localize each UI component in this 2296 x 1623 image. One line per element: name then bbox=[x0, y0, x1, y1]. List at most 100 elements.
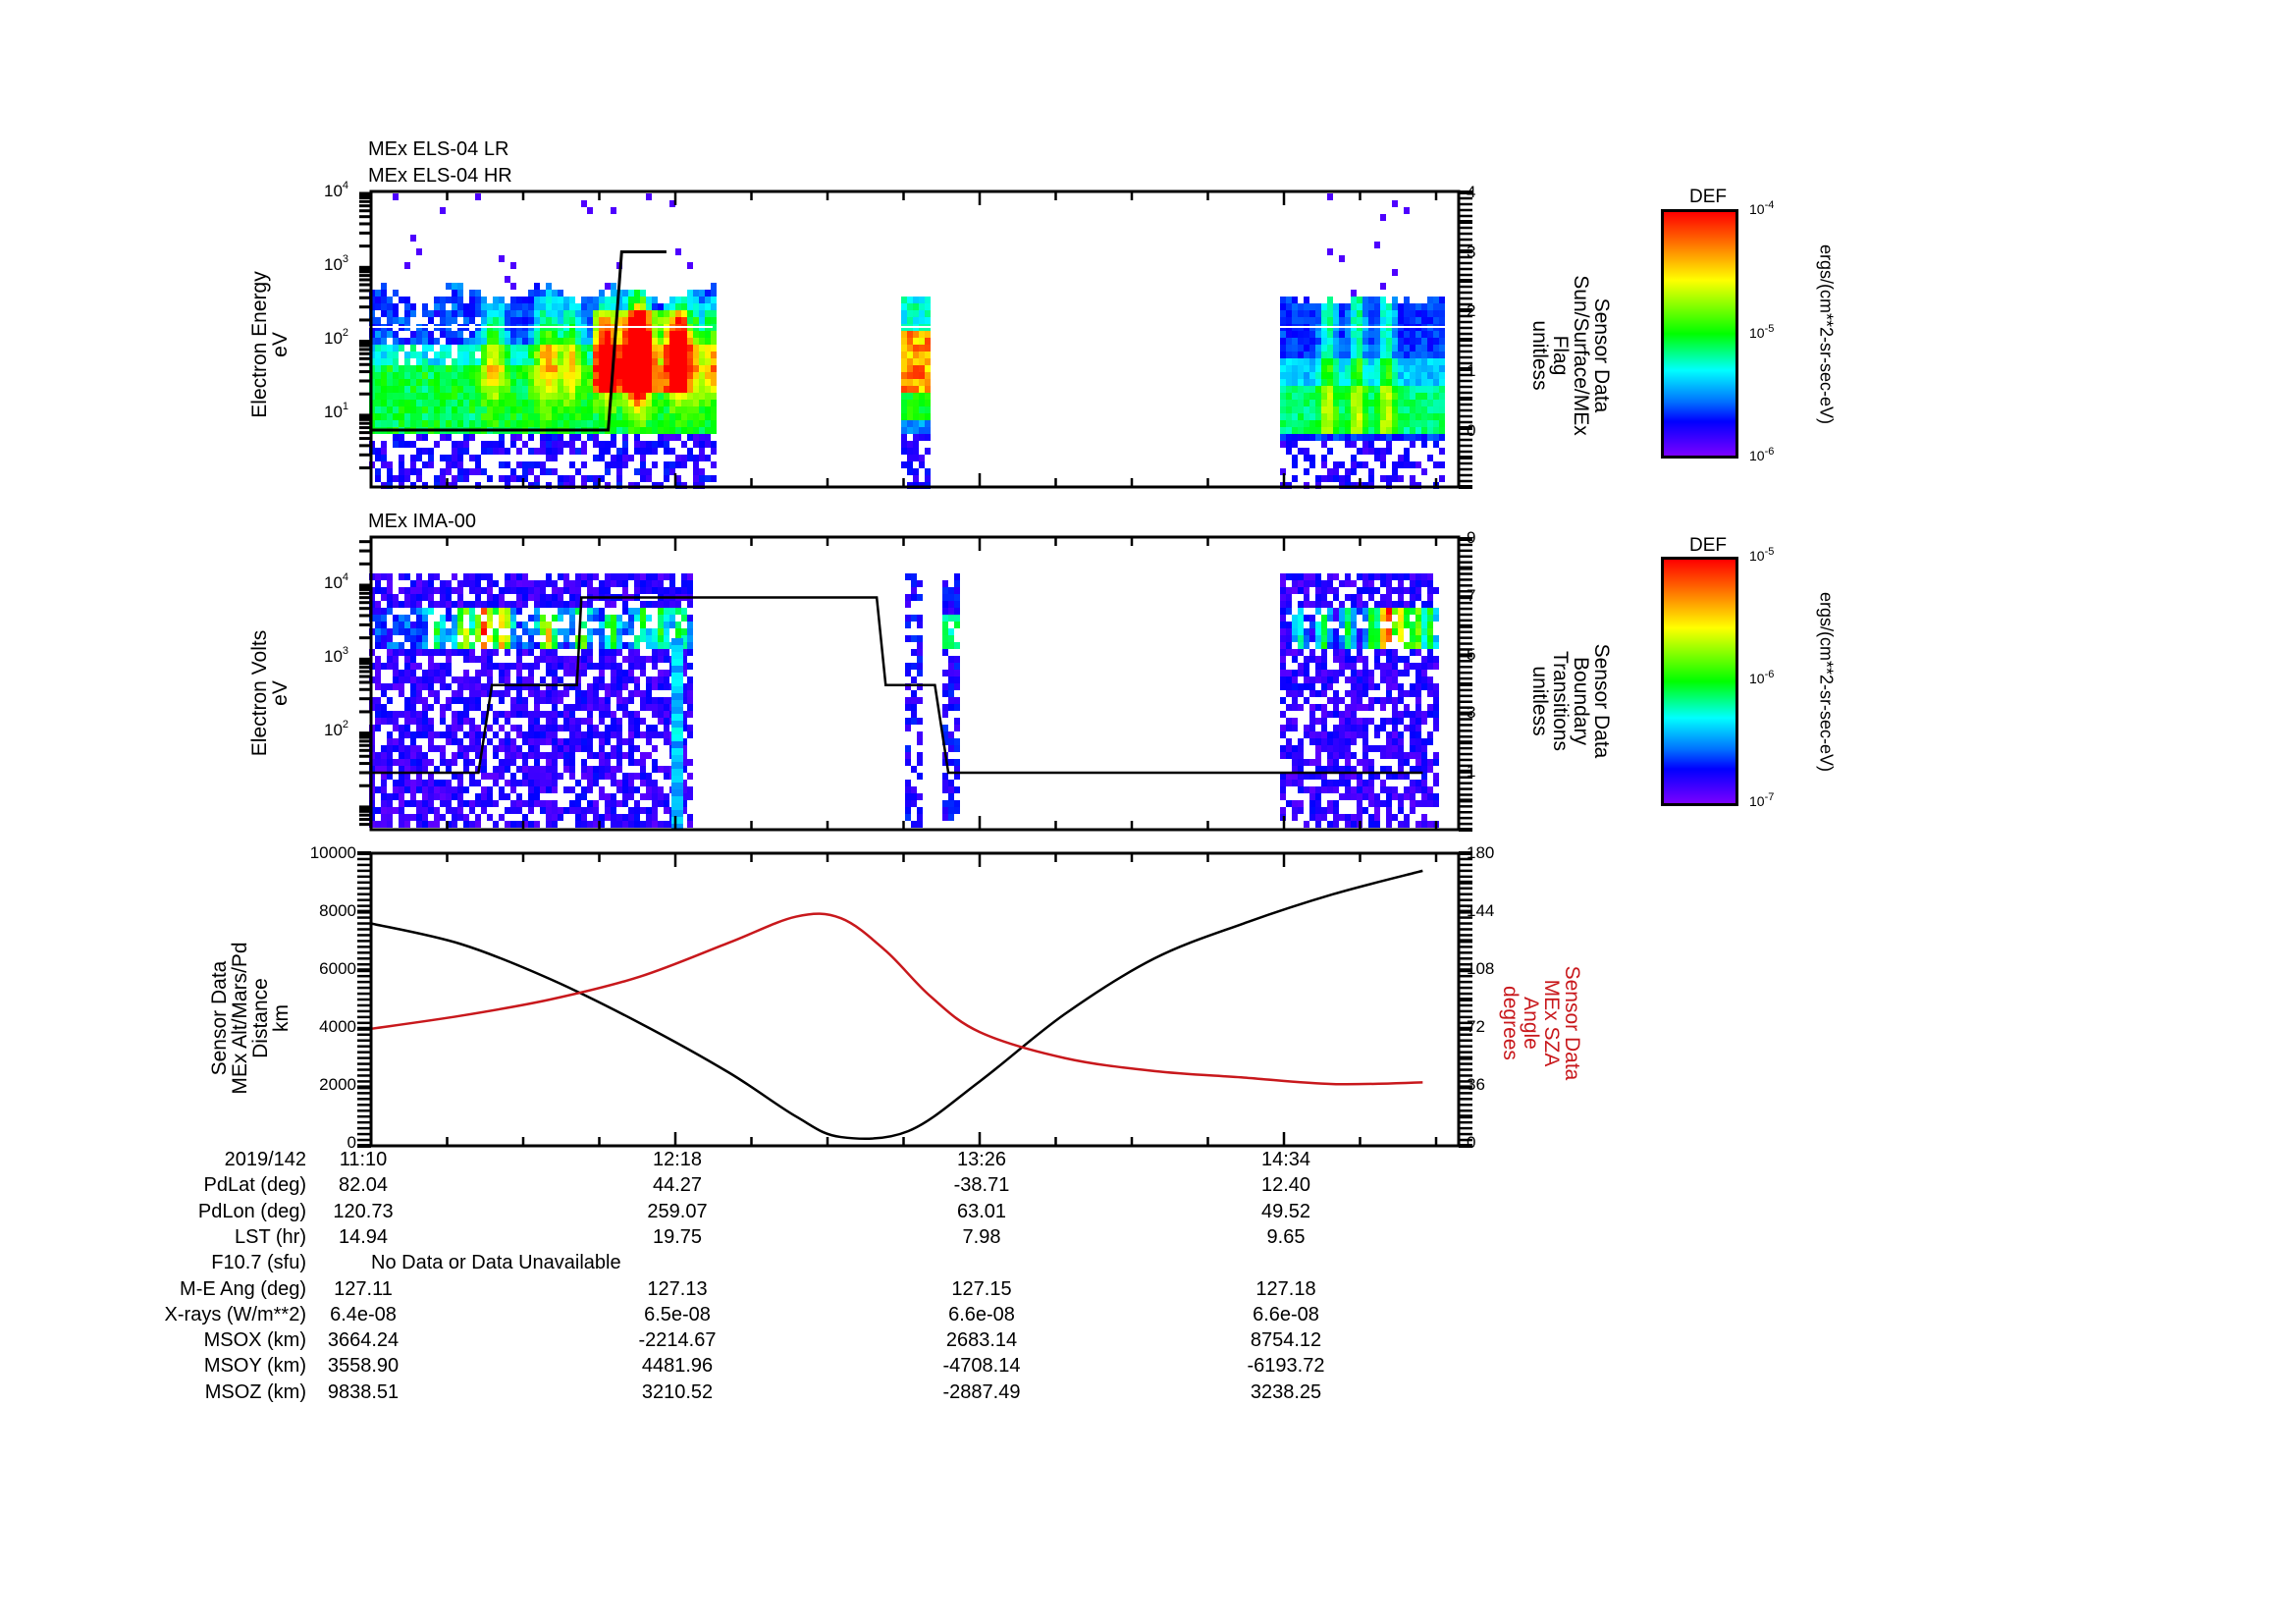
panel3-rlabel-line3: Angle bbox=[1520, 997, 1542, 1050]
colorbar1 bbox=[1661, 209, 1738, 459]
colorbar2-tick-top: 10-5 bbox=[1749, 546, 1775, 564]
table-row-span: No Data or Data Unavailable bbox=[371, 1252, 621, 1274]
table-cell: 6.5e-08 bbox=[644, 1303, 711, 1325]
colorbar1-tick-mid: 10-5 bbox=[1749, 323, 1775, 341]
panel2-right-label: Sensor Data Boundary Transitions unitles… bbox=[1528, 573, 1613, 829]
table-time-1: 12:18 bbox=[652, 1149, 703, 1170]
panel1-ytick-1e3: 103 bbox=[324, 253, 349, 274]
table-cell: 63.01 bbox=[956, 1200, 1007, 1222]
panel3-rtick-180: 180 bbox=[1467, 843, 1495, 862]
table-cell: 9.65 bbox=[1266, 1225, 1306, 1248]
panel1-rlabel-line4: unitless bbox=[1528, 320, 1551, 391]
panel1-ytick-1e1: 101 bbox=[324, 401, 349, 421]
panel1-rtick-2: 2 bbox=[1467, 301, 1476, 320]
panel2-rtick-1: 1 bbox=[1467, 762, 1476, 781]
table-cell: 3210.52 bbox=[641, 1380, 714, 1403]
panel3-ytick-10000: 10000 bbox=[309, 843, 356, 862]
table-cell: 6.6e-08 bbox=[1253, 1303, 1319, 1325]
table-row-label: MSOX (km) bbox=[203, 1329, 306, 1352]
panel2-rtick-9: 9 bbox=[1467, 528, 1476, 547]
colorbar1-tick-bottom: 10-6 bbox=[1749, 446, 1775, 463]
panel3-right-label: Sensor Data MEx SZA Angle degrees bbox=[1499, 925, 1583, 1121]
colorbar2-tick-mid: 10-6 bbox=[1749, 669, 1775, 686]
colorbar2 bbox=[1661, 557, 1738, 806]
panel3-rtick-0: 0 bbox=[1467, 1133, 1476, 1152]
table-cell: 3664.24 bbox=[327, 1329, 400, 1352]
panel2-rlabel-line2: Boundary bbox=[1570, 657, 1592, 745]
table-cell: 8754.12 bbox=[1250, 1329, 1322, 1352]
table-cell: 6.4e-08 bbox=[330, 1303, 397, 1325]
panel3-ytick-8000: 8000 bbox=[319, 901, 356, 920]
panel3-ylabel-line2: MEx Alt/Mars/Pd bbox=[229, 942, 251, 1095]
panel2-rlabel-line4: unitless bbox=[1528, 666, 1551, 736]
table-cell: 9838.51 bbox=[327, 1380, 400, 1403]
panel3-ylabel-line4: km bbox=[270, 1004, 293, 1032]
panel2-ylabel: Electron Volts eV bbox=[248, 595, 292, 791]
sza-line bbox=[370, 912, 1423, 1086]
panel2-ytick-1e2: 102 bbox=[324, 719, 349, 739]
colorbar2-units: ergs/(cm**2-sr-sec-eV) bbox=[1816, 591, 1837, 773]
panel1-title-hr: MEx ELS-04 HR bbox=[368, 165, 512, 187]
panel3-ytick-0: 0 bbox=[347, 1133, 356, 1152]
panel2-ylabel-line2: eV bbox=[269, 680, 292, 706]
panel2-rtick-7: 7 bbox=[1467, 586, 1476, 605]
panel1-ytick-1e4: 104 bbox=[324, 180, 349, 200]
panel2-ytick-1e3: 103 bbox=[324, 645, 349, 666]
panel2-boundary-line bbox=[371, 596, 1423, 775]
panel1-ylabel-line1: Electron Energy bbox=[248, 271, 271, 418]
panel1-rtick-3: 3 bbox=[1467, 243, 1476, 261]
table-row-label: MSOZ (km) bbox=[204, 1380, 306, 1403]
panel1-right-label: Sensor Data Sun/Surface/MEx Flag unitles… bbox=[1528, 228, 1613, 483]
colorbar1-tick-top: 10-4 bbox=[1749, 199, 1775, 217]
table-cell: 7.98 bbox=[962, 1225, 1001, 1248]
altitude-line bbox=[370, 869, 1423, 1140]
table-cell: -4708.14 bbox=[942, 1355, 1021, 1378]
panel3-frame bbox=[369, 851, 1461, 1148]
table-cell: -2214.67 bbox=[638, 1329, 717, 1352]
panel1-rtick-0: 0 bbox=[1467, 421, 1476, 440]
panel3-ylabel: Sensor Data MEx Alt/Mars/Pd Distance km bbox=[208, 905, 293, 1131]
panel3-rtick-36: 36 bbox=[1467, 1075, 1485, 1094]
panel3-rlabel-line1: Sensor Data bbox=[1561, 965, 1583, 1081]
table-cell: 82.04 bbox=[338, 1174, 389, 1197]
table-cell: 3238.25 bbox=[1250, 1380, 1322, 1403]
table-cell: 127.13 bbox=[647, 1277, 708, 1300]
table-row-label: PdLon (deg) bbox=[197, 1200, 306, 1222]
panel2-rtick-5: 5 bbox=[1467, 645, 1476, 664]
table-cell: -38.71 bbox=[953, 1174, 1010, 1197]
table-cell: 127.11 bbox=[334, 1277, 393, 1300]
panel3-ytick-2000: 2000 bbox=[319, 1075, 356, 1094]
panel1-ylabel: Electron Energy eV bbox=[248, 246, 292, 443]
table-row-label: X-rays (W/m**2) bbox=[164, 1303, 306, 1325]
table-cell: 4481.96 bbox=[641, 1355, 714, 1378]
table-cell: 127.18 bbox=[1255, 1277, 1316, 1300]
table-row-label: MSOY (km) bbox=[203, 1355, 306, 1378]
panel3-rtick-72: 72 bbox=[1467, 1017, 1485, 1036]
panel3-ylabel-line1: Sensor Data bbox=[208, 960, 231, 1076]
table-cell: 259.07 bbox=[647, 1200, 708, 1222]
table-time-2: 13:26 bbox=[956, 1149, 1007, 1170]
table-row-label: M-E Ang (deg) bbox=[180, 1277, 306, 1300]
table-date-label: 2019/142 bbox=[224, 1149, 306, 1170]
table-time-0: 11:10 bbox=[339, 1149, 388, 1170]
panel3-ytick-6000: 6000 bbox=[319, 959, 356, 978]
panel1-rlabel-line3: Flag bbox=[1549, 335, 1572, 376]
table-cell: 120.73 bbox=[333, 1200, 394, 1222]
table-cell: 49.52 bbox=[1260, 1200, 1311, 1222]
table-time-3: 14:34 bbox=[1260, 1149, 1311, 1170]
panel3-rtick-144: 144 bbox=[1467, 901, 1495, 920]
table-cell: 19.75 bbox=[652, 1225, 703, 1248]
panel1-title-lr: MEx ELS-04 LR bbox=[368, 138, 509, 160]
table-cell: -2887.49 bbox=[942, 1380, 1021, 1403]
table-row-label: F10.7 (sfu) bbox=[211, 1252, 306, 1274]
table-cell: 44.27 bbox=[652, 1174, 703, 1197]
table-cell: -6193.72 bbox=[1247, 1355, 1325, 1378]
table-cell: 6.6e-08 bbox=[948, 1303, 1015, 1325]
colorbar1-title: DEF bbox=[1689, 187, 1727, 207]
panel3-rlabel-line2: MEx SZA bbox=[1540, 979, 1563, 1067]
panel1-flag-line bbox=[371, 250, 667, 432]
table-cell: 3558.90 bbox=[327, 1355, 400, 1378]
panel1-rtick-4: 4 bbox=[1467, 183, 1476, 201]
panel2-ylabel-line1: Electron Volts bbox=[248, 629, 271, 757]
